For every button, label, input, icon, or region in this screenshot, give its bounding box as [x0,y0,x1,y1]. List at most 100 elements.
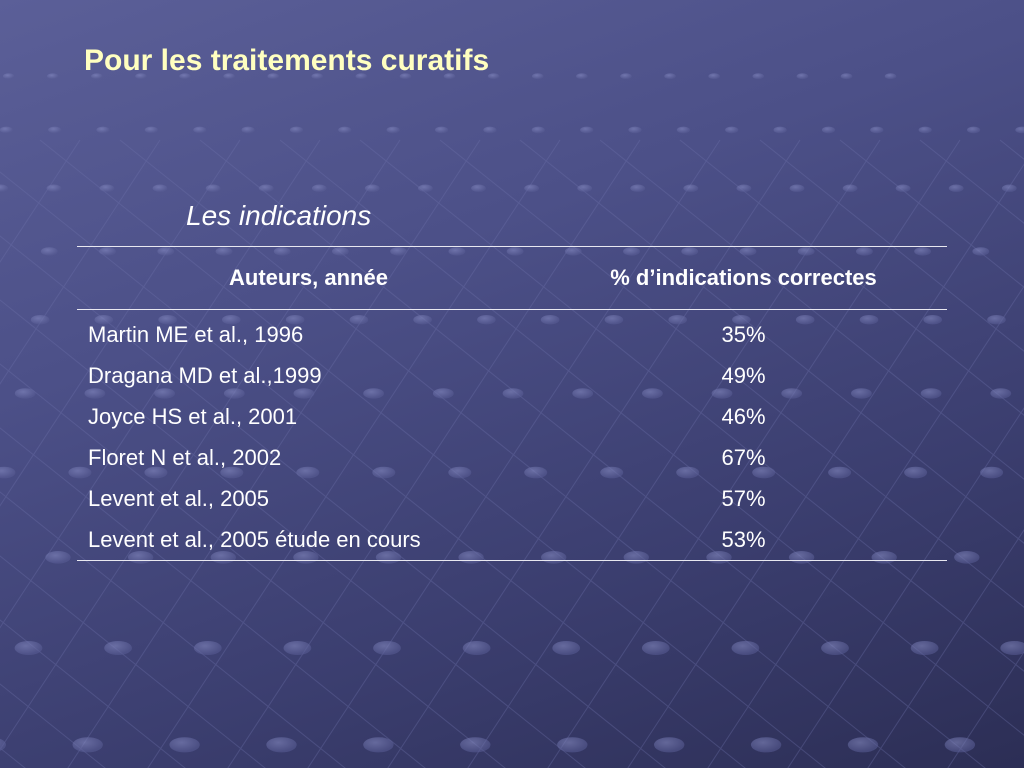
background-dot [223,388,245,399]
table-row: Levent et al., 2005 57% [77,478,947,519]
background-dot [241,126,255,134]
background-dot [215,247,233,256]
background-dot [628,126,642,134]
background-dot [681,247,699,256]
background-grid-line [307,139,721,768]
background-dot [483,126,497,134]
background-dot [99,247,116,256]
background-dot [856,247,873,256]
background-dot [752,73,765,80]
background-dot [266,737,297,753]
background-dot [273,247,291,256]
background-dot [1001,184,1017,192]
background-dot [706,551,732,564]
background-dot [364,184,380,192]
background-dot [795,315,815,325]
background-dot [311,184,327,192]
background-dot [386,126,400,134]
background-dot [884,73,897,80]
background-grid-line [0,171,746,768]
background-dot [954,551,980,564]
background-dot [0,184,9,192]
background-dot [711,388,733,399]
background-dot [0,738,6,751]
background-dot [914,247,931,256]
background-grid-line [0,427,426,768]
background-grid-line [387,139,801,768]
percent-cell: 53% [721,526,766,552]
background-dot [1000,641,1024,655]
background-dot [169,737,200,753]
background-dot [654,737,685,753]
background-grid-line [679,139,1024,416]
background-dot [413,315,432,325]
background-dot [96,126,110,134]
background-dot [72,737,103,753]
slide-title: Pour les traitements curatifs [84,44,490,77]
background-dot [923,315,942,325]
author-cell: Joyce HS et al., 2001 [88,403,298,429]
background-dot [127,551,154,564]
background-dot [851,388,872,399]
background-dot [736,184,752,192]
background-dot [363,388,384,399]
background-dot [731,641,760,655]
background-grid-line [39,139,826,768]
background-dot [980,466,1004,479]
background-grid-line [787,407,1024,768]
background-dot [972,247,990,256]
background-dot [154,388,176,399]
background-grid-line [0,299,586,768]
table-row: Joyce HS et al., 2001 46% [77,396,947,437]
background-grid-line [0,139,321,629]
background-grid-line [0,555,266,768]
background-dot [604,315,624,325]
background-dot [14,388,36,399]
background-dot [967,126,981,134]
background-grid-line [867,529,1024,768]
header-percent: % d’indications correctes [610,265,877,290]
author-cell: Dragana MD et al.,1999 [88,362,322,388]
background-dot [283,641,312,655]
background-dot [158,315,177,325]
background-dot [220,466,244,479]
background-dot [418,184,433,192]
background-dot [135,73,147,80]
background-dot [576,73,588,80]
background-dot [750,737,782,753]
background-dot [664,73,676,80]
background-grid-line [627,163,1024,768]
background-dot [293,551,319,564]
background-dot [332,247,349,256]
background-dot [600,466,624,479]
background-dot [1015,126,1024,134]
background-dot [104,641,132,655]
author-cell: Floret N et al., 2002 [88,444,282,470]
background-dot [152,184,168,192]
background-dot [477,315,496,325]
background-dot [623,551,649,564]
background-dot [48,126,62,134]
background-dot [781,388,803,399]
background-grid-line [199,139,986,768]
background-dot [904,466,928,479]
background-dot [375,551,402,564]
table-header-row: Auteurs, année % d’indications correctes [77,246,947,310]
background-dot [311,73,324,80]
background-dot [47,73,59,80]
background-dot [840,73,853,80]
background-dot [355,73,368,80]
background-dot [45,551,71,564]
background-dot [557,737,588,753]
background-dot [920,388,942,399]
background-grid-line [839,139,1024,288]
background-dot [788,551,815,564]
author-cell: Martin ME et al., 1996 [88,321,304,347]
background-dot [487,73,500,80]
background-dot [506,247,524,256]
table-row: Dragana MD et al.,1999 49% [77,355,947,396]
background-dot [285,315,305,325]
background-dot [363,737,394,753]
background-grid-line [999,139,1024,160]
